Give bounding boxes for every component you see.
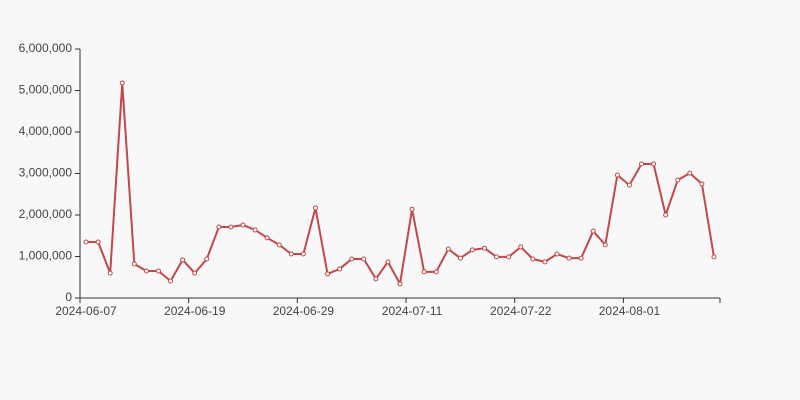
point xyxy=(506,254,512,260)
point xyxy=(143,268,149,274)
point xyxy=(373,276,379,282)
point xyxy=(349,256,355,262)
point xyxy=(216,224,222,230)
point xyxy=(168,278,174,284)
point xyxy=(276,242,282,248)
point xyxy=(312,205,318,211)
y-tick-label: 1,000,000 xyxy=(19,249,73,263)
point xyxy=(457,255,463,261)
point xyxy=(554,251,560,257)
point xyxy=(337,266,343,272)
y-tick-label: 5,000,000 xyxy=(19,83,73,97)
point xyxy=(578,255,584,261)
point xyxy=(385,259,391,265)
point xyxy=(602,242,608,248)
point xyxy=(699,181,705,187)
point xyxy=(687,170,693,176)
point xyxy=(675,177,681,183)
point xyxy=(240,222,246,228)
y-tick-label: 0 xyxy=(65,290,72,304)
point xyxy=(566,255,572,261)
x-tick-label: 2024-06-19 xyxy=(164,304,226,318)
point xyxy=(119,80,125,86)
point xyxy=(397,281,403,287)
point xyxy=(639,161,645,167)
point xyxy=(469,247,475,253)
point xyxy=(192,270,198,276)
point xyxy=(614,172,620,178)
point xyxy=(300,251,306,257)
point xyxy=(482,245,488,251)
y-tick-label: 4,000,000 xyxy=(19,124,73,138)
y-tick-label: 3,000,000 xyxy=(19,166,73,180)
x-tick-label: 2024-07-22 xyxy=(490,304,552,318)
point xyxy=(421,269,427,275)
point xyxy=(445,246,451,252)
point xyxy=(95,239,101,245)
point xyxy=(651,161,657,167)
point xyxy=(264,235,270,241)
x-tick-label: 2024-06-07 xyxy=(55,304,117,318)
point xyxy=(288,251,294,257)
point xyxy=(228,224,234,230)
point xyxy=(155,268,161,274)
point xyxy=(494,254,500,260)
x-tick-label: 2024-07-11 xyxy=(382,304,443,318)
x-tick-label: 2024-08-01 xyxy=(599,304,661,318)
point xyxy=(83,239,89,245)
point xyxy=(180,257,186,263)
y-tick-label: 2,000,000 xyxy=(19,207,73,221)
point xyxy=(433,269,439,275)
point xyxy=(204,256,210,262)
point xyxy=(325,271,331,277)
y-tick-label: 6,000,000 xyxy=(19,41,73,55)
point xyxy=(131,261,137,267)
point xyxy=(252,227,258,233)
x-tick-label: 2024-06-29 xyxy=(273,304,335,318)
point xyxy=(530,256,536,262)
point xyxy=(590,228,596,234)
point xyxy=(663,212,669,218)
point xyxy=(711,254,717,260)
point xyxy=(518,244,524,250)
point xyxy=(542,259,548,265)
point xyxy=(361,256,367,262)
point xyxy=(409,206,415,212)
point xyxy=(626,182,632,188)
point xyxy=(107,270,113,276)
